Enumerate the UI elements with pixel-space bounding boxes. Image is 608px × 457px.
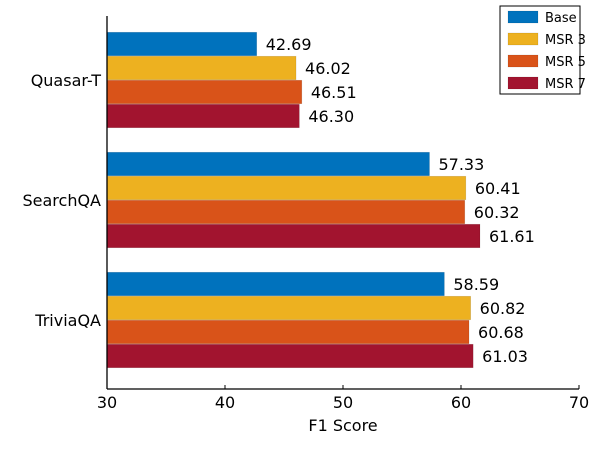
bar-searchqa-msr-7 — [106, 223, 481, 249]
bar-triviaqa-msr-5 — [106, 319, 470, 345]
legend-label: MSR 3 — [545, 33, 586, 48]
x-tick-label: 30 — [97, 393, 117, 412]
value-label: 46.30 — [308, 107, 354, 126]
category-label: TriviaQA — [34, 311, 101, 330]
axes-group: Quasar-T SearchQA TriviaQA 30 40 50 60 70 — [22, 16, 589, 412]
legend-label: Base — [545, 11, 577, 26]
x-axis-label: F1 Score — [308, 416, 377, 435]
value-label: 58.59 — [453, 275, 499, 294]
x-tick-label: 60 — [451, 393, 471, 412]
bars-group — [106, 31, 481, 369]
x-tick-label: 50 — [333, 393, 353, 412]
bar-quasar-t-msr-7 — [106, 103, 300, 129]
value-label: 42.69 — [266, 35, 312, 54]
legend-swatch-msr-5 — [507, 54, 539, 68]
legend-swatch-msr-7 — [507, 76, 539, 90]
bar-quasar-t-base — [106, 31, 258, 57]
category-label: SearchQA — [22, 191, 101, 210]
value-label: 61.03 — [482, 347, 528, 366]
bar-searchqa-msr-5 — [106, 199, 466, 225]
value-label: 60.41 — [475, 179, 521, 198]
legend-label: MSR 5 — [545, 55, 586, 70]
legend-label: MSR 7 — [545, 77, 586, 92]
bar-searchqa-msr-3 — [106, 175, 467, 201]
category-label: Quasar-T — [31, 71, 102, 90]
bar-triviaqa-msr-3 — [106, 295, 471, 321]
value-label: 57.33 — [438, 155, 484, 174]
x-tick-label: 40 — [215, 393, 235, 412]
bar-searchqa-base — [106, 151, 430, 177]
bar-triviaqa-msr-7 — [106, 343, 474, 369]
value-label: 61.61 — [489, 227, 535, 246]
bar-triviaqa-base — [106, 271, 445, 297]
legend: Base MSR 3 MSR 5 MSR 7 — [499, 5, 586, 95]
legend-swatch-msr-3 — [507, 32, 539, 46]
x-tick-label: 70 — [569, 393, 589, 412]
legend-swatch-base — [507, 10, 539, 24]
value-label: 60.68 — [478, 323, 524, 342]
value-label: 46.51 — [311, 83, 357, 102]
value-labels-group: 42.69 46.02 46.51 46.30 57.33 60.41 60.32 61.61… — [266, 35, 535, 366]
value-label: 60.32 — [474, 203, 520, 222]
value-label: 60.82 — [480, 299, 526, 318]
bar-quasar-t-msr-5 — [106, 79, 303, 105]
bar-quasar-t-msr-3 — [106, 55, 297, 81]
value-label: 46.02 — [305, 59, 351, 78]
